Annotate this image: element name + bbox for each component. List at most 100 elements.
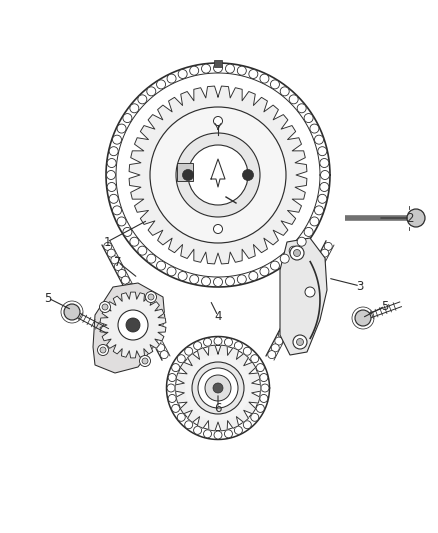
Circle shape (123, 114, 132, 123)
Circle shape (194, 426, 201, 434)
Polygon shape (100, 292, 166, 358)
Circle shape (198, 368, 238, 408)
Circle shape (185, 421, 193, 429)
Circle shape (310, 124, 319, 133)
Circle shape (321, 171, 329, 180)
Circle shape (167, 74, 176, 83)
Circle shape (268, 351, 276, 359)
Circle shape (190, 66, 199, 75)
Circle shape (270, 261, 279, 270)
Circle shape (123, 228, 132, 237)
Circle shape (121, 276, 129, 284)
Circle shape (118, 310, 148, 340)
Circle shape (224, 430, 233, 438)
Circle shape (407, 209, 425, 227)
Circle shape (128, 290, 137, 298)
Circle shape (256, 364, 265, 372)
Circle shape (177, 354, 185, 362)
Circle shape (125, 283, 133, 291)
Circle shape (214, 337, 222, 345)
Text: 5: 5 (44, 292, 52, 304)
Circle shape (293, 303, 300, 311)
Circle shape (168, 394, 176, 402)
Circle shape (324, 243, 332, 251)
Circle shape (310, 217, 319, 226)
Circle shape (132, 296, 140, 304)
Circle shape (282, 324, 290, 332)
Text: 3: 3 (356, 279, 364, 293)
Circle shape (260, 374, 268, 382)
Circle shape (280, 254, 289, 263)
Polygon shape (177, 163, 193, 181)
Circle shape (243, 169, 254, 181)
Circle shape (107, 158, 116, 167)
Circle shape (130, 237, 139, 246)
Circle shape (205, 375, 231, 401)
Circle shape (192, 362, 244, 414)
Text: 1: 1 (103, 236, 111, 248)
Text: 7: 7 (114, 255, 122, 269)
Circle shape (177, 413, 185, 421)
Circle shape (139, 356, 151, 367)
Circle shape (213, 278, 223, 287)
Circle shape (102, 304, 108, 310)
Circle shape (314, 206, 324, 215)
Circle shape (320, 158, 329, 167)
Circle shape (355, 310, 371, 326)
Circle shape (104, 243, 112, 251)
Circle shape (160, 351, 168, 359)
Circle shape (303, 283, 311, 291)
Circle shape (185, 348, 193, 356)
Circle shape (147, 87, 156, 96)
Circle shape (275, 337, 283, 345)
Circle shape (109, 195, 118, 203)
Circle shape (224, 338, 233, 346)
Circle shape (176, 133, 260, 217)
Circle shape (290, 246, 304, 260)
Polygon shape (93, 283, 165, 373)
Circle shape (145, 292, 156, 303)
Circle shape (147, 254, 156, 263)
Circle shape (286, 317, 293, 325)
Circle shape (260, 267, 269, 276)
Circle shape (178, 69, 187, 78)
Circle shape (167, 384, 175, 392)
Circle shape (234, 342, 242, 350)
Circle shape (226, 277, 234, 286)
Circle shape (213, 117, 223, 125)
Circle shape (156, 80, 166, 89)
Circle shape (146, 324, 154, 332)
Circle shape (317, 256, 325, 264)
Circle shape (320, 182, 329, 191)
Circle shape (130, 104, 139, 113)
Circle shape (114, 263, 122, 271)
Circle shape (279, 330, 286, 338)
Circle shape (289, 95, 298, 104)
Circle shape (260, 394, 268, 402)
Circle shape (296, 296, 304, 304)
Circle shape (150, 107, 286, 243)
Circle shape (190, 275, 199, 284)
Circle shape (213, 224, 223, 233)
Circle shape (188, 145, 248, 205)
Circle shape (107, 182, 116, 191)
Circle shape (307, 276, 314, 284)
Text: 5: 5 (381, 300, 389, 312)
Circle shape (314, 135, 324, 144)
Circle shape (106, 171, 116, 180)
Circle shape (178, 271, 187, 280)
Circle shape (153, 337, 161, 345)
Polygon shape (211, 159, 225, 187)
Circle shape (157, 344, 165, 352)
Circle shape (143, 317, 151, 325)
Circle shape (304, 228, 313, 237)
Circle shape (172, 405, 180, 413)
Circle shape (237, 275, 246, 284)
Circle shape (251, 413, 259, 421)
Circle shape (261, 384, 269, 392)
Circle shape (117, 217, 126, 226)
Circle shape (243, 421, 251, 429)
Circle shape (194, 342, 201, 350)
Circle shape (201, 64, 211, 73)
Circle shape (107, 249, 115, 257)
